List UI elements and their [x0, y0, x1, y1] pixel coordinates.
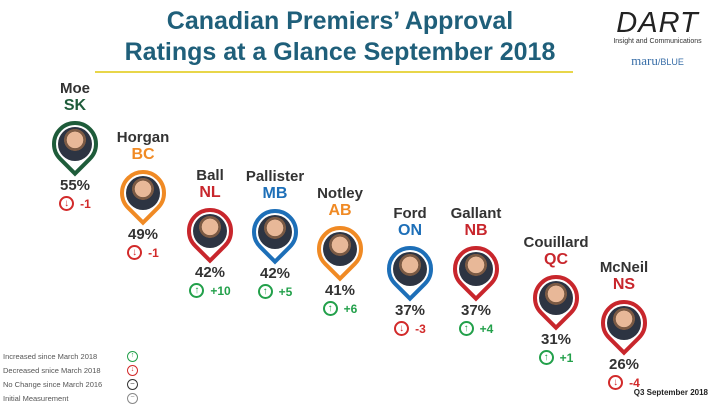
change-indicator: ↑ +1 [506, 350, 606, 365]
premier-photo [323, 232, 357, 266]
premier-name: Notley [317, 185, 363, 202]
change-value: +4 [479, 321, 494, 336]
legend-label: Initial Measurement [3, 393, 69, 403]
premier-name: Gallant [450, 205, 502, 222]
premier-photo [393, 252, 427, 286]
change-value: +6 [343, 301, 358, 316]
approval-rating: 49% [127, 226, 159, 243]
legend-item: Increased since March 2018 ↑ [3, 349, 138, 363]
premier-photo [258, 215, 292, 249]
premier-bc: Horgan BC 49% ↓ -1 [93, 129, 193, 260]
page-title: Canadian Premiers’ Approval Ratings at a… [95, 6, 585, 68]
premier-ns: McNeil NS 26% ↓ -4 [574, 259, 674, 390]
maru-text: maru [631, 53, 658, 68]
province-code: ON [398, 222, 422, 239]
maru-blue-logo: maru/BLUE [600, 53, 715, 69]
premier-photo [539, 281, 573, 315]
change-value: -1 [148, 245, 159, 260]
title-line-1: Canadian Premiers’ Approval [166, 7, 514, 35]
title-line-2: Ratings at a Glance September 2018 [124, 38, 556, 66]
change-indicator: ↑ +6 [290, 301, 390, 316]
change-value: +5 [278, 284, 293, 299]
premier-name: Horgan [116, 129, 170, 146]
province-code: NL [199, 184, 221, 201]
province-code: NS [612, 276, 636, 293]
premier-name: Couillard [523, 234, 589, 251]
arrow-up-icon: ↑ [257, 284, 273, 299]
premier-name: Pallister [245, 168, 305, 185]
approval-rating: 41% [324, 282, 356, 299]
premier-name: McNeil [599, 259, 649, 276]
change-value: -3 [415, 321, 426, 336]
arrow-up-icon: ↑ [189, 283, 205, 298]
premier-photo [607, 306, 641, 340]
province-code: SK [63, 97, 87, 114]
approval-rating: 42% [259, 265, 291, 282]
province-code: MB [262, 185, 288, 202]
legend-label: Increased since March 2018 [3, 351, 98, 361]
premier-mb: Pallister MB 42% ↑ +5 [225, 168, 325, 299]
arrow-down-icon: ↓ [394, 321, 410, 336]
arrow-up-icon: ↑ [127, 350, 138, 362]
change-indicator: ↓ -4 [574, 375, 674, 390]
legend-label: No Change since March 2016 [3, 379, 103, 389]
map-pin-portrait [591, 290, 657, 356]
premier-nl: Ball NL 42% ↑ +10 [160, 167, 260, 298]
arrow-down-icon: ↓ [608, 375, 624, 390]
change-indicator: ↓ -3 [360, 321, 460, 336]
premier-qc: Couillard QC 31% ↑ +1 [506, 234, 606, 365]
change-value: -1 [80, 196, 91, 211]
footer-date: Q3 September 2018 [633, 388, 708, 397]
premier-name: Ford [393, 205, 427, 222]
arrow-down-icon: ↓ [127, 364, 138, 376]
premier-on: Ford ON 37% ↓ -3 [360, 205, 460, 336]
dart-wordmark: DART [616, 7, 699, 39]
dart-tagline: Insight and Communications [613, 38, 702, 45]
legend: Increased since March 2018 ↑ Decreased sni… [3, 349, 138, 405]
approval-rating: 31% [540, 331, 572, 348]
title-underline [95, 71, 573, 73]
province-code: QC [544, 251, 568, 268]
legend-item: Initial Measurement ~ [3, 391, 138, 405]
no-change-icon: – [127, 378, 138, 390]
premier-ab: Notley AB 41% ↑ +6 [290, 185, 390, 316]
change-indicator: ↓ -1 [25, 196, 125, 211]
change-value: -4 [629, 375, 640, 390]
change-indicator: ↑ +4 [426, 321, 526, 336]
legend-item: Decreased snice March 2018 ↓ [3, 363, 138, 377]
change-indicator: ↑ +5 [225, 284, 325, 299]
arrow-up-icon: ↑ [458, 321, 474, 336]
change-indicator: ↑ +10 [160, 283, 260, 298]
premier-sk: Moe SK 55% ↓ -1 [25, 80, 125, 211]
approval-rating: 37% [460, 302, 492, 319]
province-code: NB [464, 222, 488, 239]
premier-photo [58, 127, 92, 161]
approval-rating: 55% [59, 177, 91, 194]
change-value: +1 [559, 350, 574, 365]
premier-name: Ball [196, 167, 224, 184]
legend-label: Decreased snice March 2018 [3, 365, 101, 375]
approval-rating: 42% [194, 264, 226, 281]
premier-photo [126, 176, 160, 210]
change-indicator: ↓ -1 [93, 245, 193, 260]
arrow-down-icon: ↓ [59, 196, 75, 211]
approval-rating: 26% [608, 356, 640, 373]
blue-text: /BLUE [657, 57, 684, 67]
legend-item: No Change since March 2016 – [3, 377, 138, 391]
province-code: BC [131, 146, 155, 163]
approval-rating: 37% [394, 302, 426, 319]
premier-photo [459, 252, 493, 286]
province-code: AB [328, 202, 352, 219]
arrow-down-icon: ↓ [127, 245, 143, 260]
premier-name: Moe [60, 80, 90, 97]
arrow-up-icon: ↑ [322, 301, 338, 316]
map-pin-portrait [443, 236, 509, 302]
premier-nb: Gallant NB 37% ↑ +4 [426, 205, 526, 336]
premier-photo [193, 214, 227, 248]
change-value: +10 [210, 283, 231, 298]
dart-logo: DART Insight and Communications maru/BLU… [600, 8, 715, 69]
arrow-up-icon: ↑ [538, 350, 554, 365]
